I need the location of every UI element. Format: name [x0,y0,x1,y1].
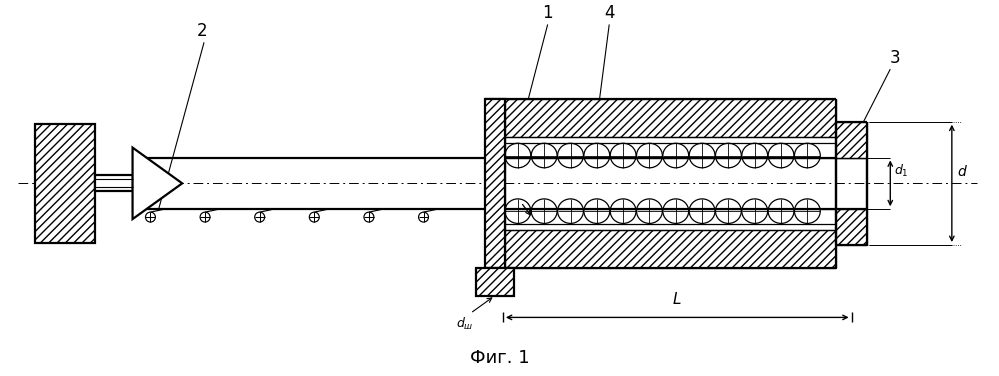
Bar [835,122,867,158]
Text: $d_ш$: $d_ш$ [457,315,475,332]
Bar [35,124,95,243]
Bar [477,268,513,296]
Polygon shape [133,148,182,219]
Text: $d_1$: $d_1$ [894,163,909,179]
Bar [835,209,867,245]
Text: 4: 4 [604,5,614,23]
Text: 2: 2 [197,22,208,40]
Bar [486,230,835,268]
Text: 1: 1 [542,5,553,23]
Text: $L$: $L$ [672,291,681,308]
Bar [486,99,835,136]
Text: 3: 3 [890,49,900,67]
Bar [486,99,504,268]
Bar [95,175,133,191]
Text: Фиг. 1: Фиг. 1 [471,349,529,367]
Text: $d$: $d$ [957,164,968,179]
